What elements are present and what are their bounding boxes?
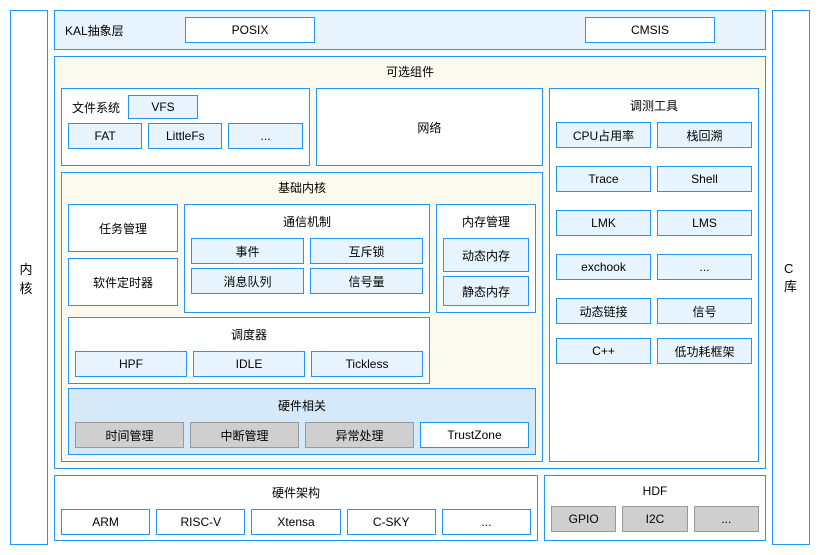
architecture-diagram: 内核 KAL抽象层 POSIX CMSIS 可选组件 文件系统 — [10, 10, 810, 545]
hw-irq: 中断管理 — [190, 422, 299, 448]
hw-related-group: 硬件相关 时间管理 中断管理 异常处理 TrustZone — [68, 388, 536, 455]
hdf-title: HDF — [551, 482, 759, 502]
scheduler-group: 调度器 HPF IDLE Tickless — [68, 317, 430, 384]
sw-timer: 软件定时器 — [68, 258, 178, 306]
kernel-title: 基础内核 — [68, 177, 536, 200]
kal-title: KAL抽象层 — [65, 22, 145, 39]
debug-tools: 调测工具 CPU占用率栈回溯 TraceShell LMKLMS exchook… — [549, 88, 759, 462]
dbg-shell: Shell — [657, 166, 752, 192]
hdf-group: HDF GPIO I2C ... — [544, 475, 766, 541]
fs-more: ... — [228, 123, 302, 149]
hdf-gpio: GPIO — [551, 506, 616, 532]
dbg-stack: 栈回溯 — [657, 122, 752, 148]
right-side-text: C 库 — [784, 261, 798, 295]
filesystem-group: 文件系统 VFS FAT LittleFs ... — [61, 88, 310, 166]
dbg-cpp: C++ — [556, 338, 651, 364]
right-side-label: C 库 — [772, 10, 810, 545]
ipc-event: 事件 — [191, 238, 304, 264]
sched-idle: IDLE — [193, 351, 305, 377]
memory-group: 内存管理 动态内存 静态内存 — [436, 204, 536, 313]
ipc-mutex: 互斥锁 — [310, 238, 423, 264]
ipc-group: 通信机制 事件 互斥锁 消息队列 信号量 — [184, 204, 430, 313]
hw-related-title: 硬件相关 — [75, 395, 529, 418]
filesystem-title: 文件系统 — [68, 99, 120, 116]
arch-csky: C-SKY — [347, 509, 436, 535]
sched-tickless: Tickless — [311, 351, 423, 377]
scheduler-title: 调度器 — [75, 324, 423, 347]
dbg-trace: Trace — [556, 166, 651, 192]
hdf-i2c: I2C — [622, 506, 687, 532]
hdf-more: ... — [694, 506, 759, 532]
dbg-lms: LMS — [657, 210, 752, 236]
dbg-lmk: LMK — [556, 210, 651, 236]
ipc-sem: 信号量 — [310, 268, 423, 294]
left-side-label: 内核 — [10, 10, 48, 545]
fs-vfs: VFS — [128, 95, 198, 119]
mem-dynamic: 动态内存 — [443, 238, 529, 272]
dbg-exchook: exchook — [556, 254, 651, 280]
mem-static: 静态内存 — [443, 276, 529, 306]
task-mgmt: 任务管理 — [68, 204, 178, 252]
center-column: KAL抽象层 POSIX CMSIS 可选组件 文件系统 VFS — [54, 10, 766, 545]
ipc-title: 通信机制 — [191, 211, 423, 234]
arch-arm: ARM — [61, 509, 150, 535]
kal-posix: POSIX — [185, 17, 315, 43]
ipc-queue: 消息队列 — [191, 268, 304, 294]
memory-title: 内存管理 — [443, 211, 529, 234]
fs-littlefs: LittleFs — [148, 123, 222, 149]
dbg-signal: 信号 — [657, 298, 752, 324]
dbg-more: ... — [657, 254, 752, 280]
hw-exc: 异常处理 — [305, 422, 414, 448]
kal-cmsis: CMSIS — [585, 17, 715, 43]
kernel-group: 基础内核 任务管理 软件定时器 通信机制 — [61, 172, 543, 462]
optional-title: 可选组件 — [61, 61, 759, 84]
arch-group: 硬件架构 ARM RISC-V Xtensa C-SKY ... — [54, 475, 538, 541]
fs-fat: FAT — [68, 123, 142, 149]
dbg-lowpower: 低功耗框架 — [657, 338, 752, 364]
sched-hpf: HPF — [75, 351, 187, 377]
hw-time: 时间管理 — [75, 422, 184, 448]
kal-row: KAL抽象层 POSIX CMSIS — [54, 10, 766, 50]
arch-title: 硬件架构 — [61, 482, 531, 505]
hw-trustzone: TrustZone — [420, 422, 529, 448]
dbg-dynlink: 动态链接 — [556, 298, 651, 324]
optional-components: 可选组件 文件系统 VFS FAT LittleFs — [54, 56, 766, 469]
dbg-cpu: CPU占用率 — [556, 122, 651, 148]
arch-xtensa: Xtensa — [251, 509, 340, 535]
arch-more: ... — [442, 509, 531, 535]
left-side-text: 内核 — [17, 259, 41, 297]
arch-riscv: RISC-V — [156, 509, 245, 535]
network-box: 网络 — [316, 88, 543, 166]
debug-title: 调测工具 — [556, 95, 752, 118]
